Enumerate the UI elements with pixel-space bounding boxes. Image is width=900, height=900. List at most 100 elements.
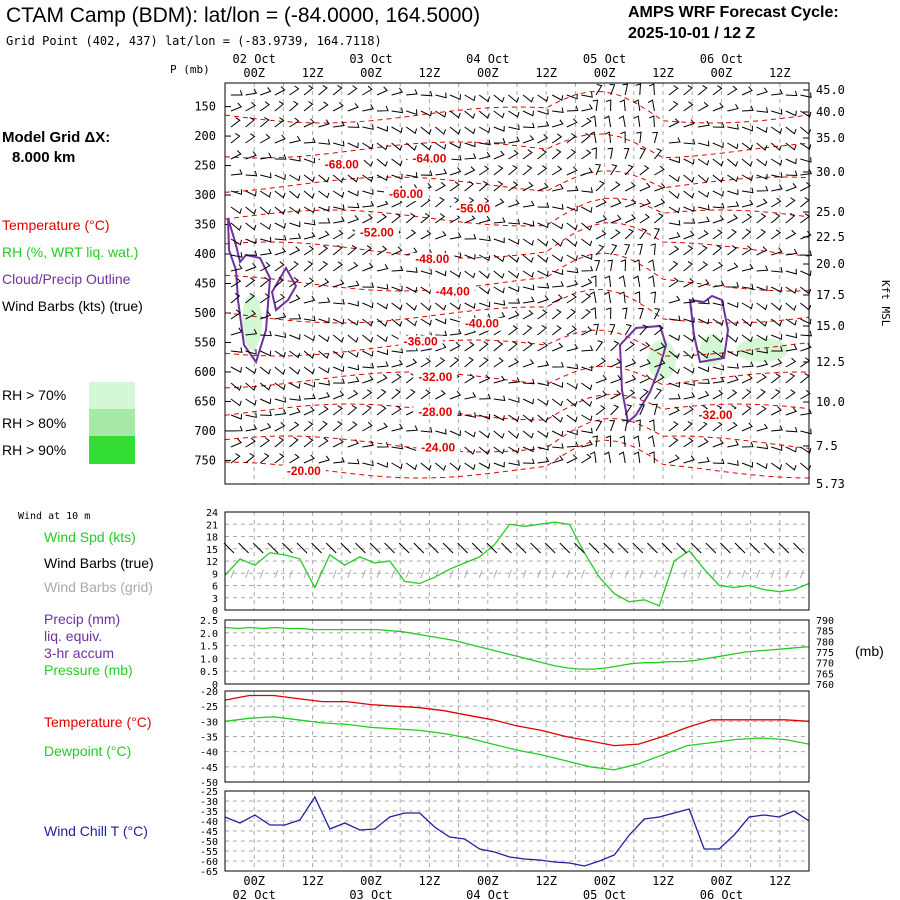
top-time-tick: 12Z — [419, 66, 441, 80]
wind-barb — [698, 390, 710, 400]
wind-speed-line — [224, 521, 810, 607]
wind-barb — [508, 430, 520, 439]
wind-barb — [698, 204, 710, 211]
wind-barb — [522, 110, 534, 117]
wind-barb — [493, 138, 506, 144]
wind-barb — [245, 424, 258, 432]
wind-barb — [698, 279, 710, 288]
wind-barb — [449, 167, 462, 176]
wind-barb — [376, 405, 387, 416]
wind-barb — [727, 318, 739, 327]
wind-barb — [697, 438, 709, 448]
wind-barb — [464, 180, 475, 192]
wind-barb — [259, 206, 271, 215]
wind-barb — [391, 318, 403, 327]
wind-barb — [332, 420, 343, 432]
wind-barb — [683, 101, 694, 112]
wind-barb — [391, 107, 404, 114]
wind-barb — [376, 334, 388, 343]
wind-barb — [537, 360, 550, 368]
pressure-tick: 775 — [816, 648, 834, 659]
wind-barb — [770, 197, 782, 208]
surface-wind-barb — [793, 542, 804, 554]
wind-barb — [537, 414, 549, 423]
wind-barb — [332, 229, 344, 240]
wind-barb — [770, 212, 781, 224]
wind-barb — [259, 101, 270, 112]
wind-barb — [668, 315, 681, 322]
wind-barb — [683, 437, 694, 448]
wind-chill-tick: -65 — [200, 867, 218, 878]
wind-barb — [435, 428, 447, 435]
wind-barb — [406, 358, 418, 368]
wind-barb — [800, 110, 812, 118]
wind-barb — [230, 264, 243, 272]
wind-barb — [618, 115, 626, 128]
wind-barb — [566, 398, 578, 407]
wind-barb — [727, 104, 739, 112]
altitude-tick: 17.5 — [816, 288, 845, 302]
wind-barb — [230, 453, 241, 464]
surface-wind-barb — [471, 542, 483, 554]
wind-barb — [581, 132, 591, 144]
wind-barb — [727, 350, 739, 357]
wind-barb — [537, 109, 549, 115]
wind-barb — [712, 122, 725, 128]
wind-barb — [785, 318, 797, 326]
wind-barb — [289, 155, 301, 162]
wind-barb — [508, 460, 520, 466]
wind-barb — [479, 215, 491, 224]
wind-barb — [420, 462, 432, 471]
wind-barb — [508, 446, 520, 454]
wind-barb — [698, 456, 710, 464]
wind-barb — [333, 366, 345, 373]
wind-barb — [770, 126, 783, 135]
wind-barb — [230, 252, 243, 258]
wind-barb — [668, 277, 679, 288]
bottom-time-tick: 12Z — [419, 874, 441, 888]
wind-barb — [449, 390, 462, 400]
wind-barb — [230, 382, 242, 391]
wind-barb — [668, 381, 680, 388]
wind-barb — [318, 350, 330, 359]
wind-barb — [712, 421, 723, 432]
wind-barb — [405, 229, 417, 240]
wind-barb — [756, 302, 768, 311]
wind-barb — [668, 245, 680, 256]
wind-barb — [522, 414, 534, 423]
wind-barb — [376, 462, 388, 468]
wind-barb — [479, 393, 491, 400]
wind-barb — [493, 180, 504, 192]
precip-label-3: 3-hr accum — [44, 645, 114, 661]
wind-barb — [464, 446, 476, 455]
surface-wind-barb — [647, 542, 658, 554]
wind-barb — [522, 324, 533, 336]
wind-barb — [566, 93, 578, 100]
surface-wind-barb — [617, 542, 629, 554]
wind-barb — [289, 100, 299, 112]
cloud-outline — [270, 265, 298, 312]
wind-barb — [347, 350, 359, 358]
wind-barb — [362, 440, 374, 448]
surface-wind-barb — [501, 542, 512, 554]
wind-barb — [648, 419, 655, 432]
pressure-tick: 600 — [194, 365, 216, 379]
wind-barb — [581, 238, 593, 247]
wind-barb — [771, 88, 783, 96]
wind-barb — [376, 213, 387, 224]
wind-barb — [289, 277, 299, 288]
wind-barb — [318, 174, 330, 183]
wind-barb — [607, 147, 614, 160]
wind-barb — [508, 270, 520, 279]
wind-barb — [405, 286, 418, 293]
wind-barb — [230, 438, 242, 448]
wind-barb — [589, 451, 597, 464]
wind-barb — [332, 190, 345, 198]
wind-barb — [303, 137, 316, 144]
bottom-date-tick: 04 Oct — [466, 888, 509, 900]
pressure-label: Pressure (mb) — [44, 662, 133, 678]
wind-barb — [551, 325, 562, 336]
wind-barb — [785, 182, 797, 192]
wind-barb — [622, 83, 629, 96]
wind-barb — [595, 340, 604, 352]
